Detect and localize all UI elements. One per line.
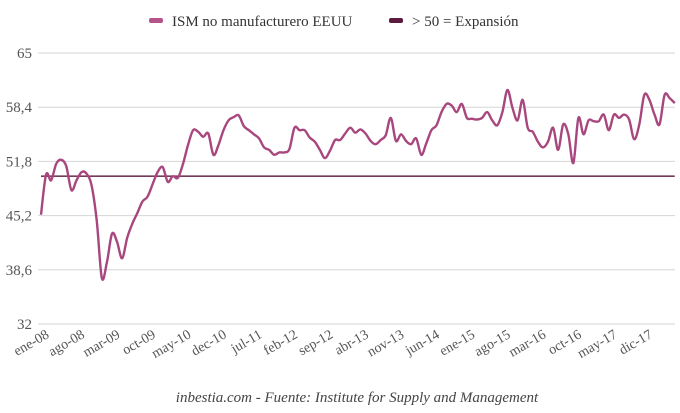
x-tick-label: nov-13 [365, 327, 407, 360]
y-tick-label: 65 [17, 46, 32, 62]
y-axis-ticks: 65 58,4 51,8 45,2 38,6 32 [6, 46, 33, 333]
legend-label-ism: ISM no manufacturero EEUU [172, 14, 353, 30]
x-tick-label: may-10 [149, 327, 194, 361]
y-tick-label: 38,6 [6, 263, 33, 279]
x-tick-label: ago-08 [46, 327, 87, 359]
x-tick-label: abr-13 [333, 327, 372, 358]
x-tick-label: jul-11 [228, 327, 265, 357]
x-tick-label: ene-15 [437, 327, 477, 359]
y-tick-label: 51,8 [6, 154, 32, 170]
legend-label-expansion: > 50 = Expansión [412, 14, 519, 30]
x-tick-label: dic-17 [617, 327, 655, 358]
series-layer [39, 88, 676, 281]
y-tick-label: 32 [17, 317, 32, 333]
x-tick-label: jun-14 [402, 327, 442, 359]
x-tick-label: feb-12 [261, 327, 300, 358]
legend-item-ism[interactable]: ISM no manufacturero EEUU [149, 14, 353, 30]
legend-swatch-expansion [389, 18, 403, 23]
x-tick-label: mar-16 [507, 327, 549, 360]
y-tick-label: 45,2 [6, 209, 32, 225]
x-tick-label: may-17 [575, 327, 620, 361]
legend-item-expansion[interactable]: > 50 = Expansión [389, 14, 519, 30]
x-tick-label: ago-15 [472, 327, 513, 359]
x-tick-label: dec-10 [189, 327, 229, 359]
gridlines [38, 52, 675, 325]
y-tick-label: 58,4 [6, 100, 33, 116]
legend: ISM no manufacturero EEUU > 50 = Expansi… [149, 14, 519, 30]
ism-series-line [39, 88, 676, 281]
x-tick-label: sep-12 [296, 327, 336, 359]
x-tick-label: mar-09 [81, 327, 123, 360]
legend-swatch-ism [149, 18, 163, 23]
source-footer: inbestia.com - Fuente: Institute for Sup… [176, 390, 539, 406]
